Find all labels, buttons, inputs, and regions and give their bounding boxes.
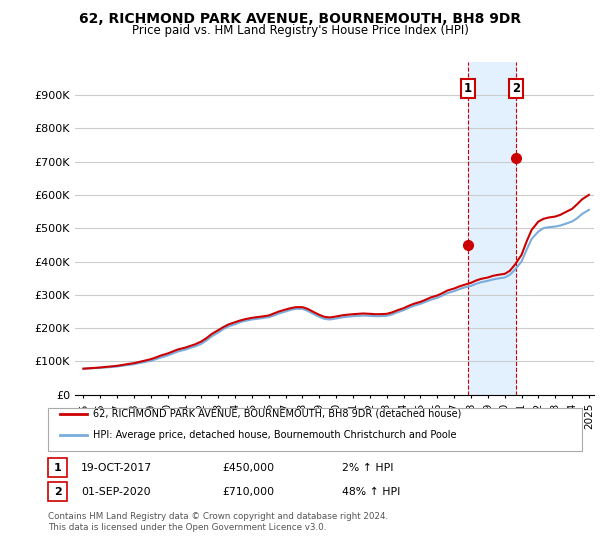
Text: 1: 1 xyxy=(54,463,61,473)
Text: 01-SEP-2020: 01-SEP-2020 xyxy=(81,487,151,497)
Text: HPI: Average price, detached house, Bournemouth Christchurch and Poole: HPI: Average price, detached house, Bour… xyxy=(93,430,457,440)
Text: 48% ↑ HPI: 48% ↑ HPI xyxy=(342,487,400,497)
Text: £710,000: £710,000 xyxy=(222,487,274,497)
Text: 19-OCT-2017: 19-OCT-2017 xyxy=(81,463,152,473)
Text: 2: 2 xyxy=(54,487,61,497)
Text: 1: 1 xyxy=(464,82,472,95)
Text: 2% ↑ HPI: 2% ↑ HPI xyxy=(342,463,394,473)
Text: 62, RICHMOND PARK AVENUE, BOURNEMOUTH, BH8 9DR: 62, RICHMOND PARK AVENUE, BOURNEMOUTH, B… xyxy=(79,12,521,26)
Bar xyxy=(467,62,516,395)
Text: 2: 2 xyxy=(512,82,520,95)
Text: £450,000: £450,000 xyxy=(222,463,274,473)
Text: Price paid vs. HM Land Registry's House Price Index (HPI): Price paid vs. HM Land Registry's House … xyxy=(131,24,469,37)
Text: 62, RICHMOND PARK AVENUE, BOURNEMOUTH, BH8 9DR (detached house): 62, RICHMOND PARK AVENUE, BOURNEMOUTH, B… xyxy=(93,409,461,418)
Text: Contains HM Land Registry data © Crown copyright and database right 2024.
This d: Contains HM Land Registry data © Crown c… xyxy=(48,512,388,532)
